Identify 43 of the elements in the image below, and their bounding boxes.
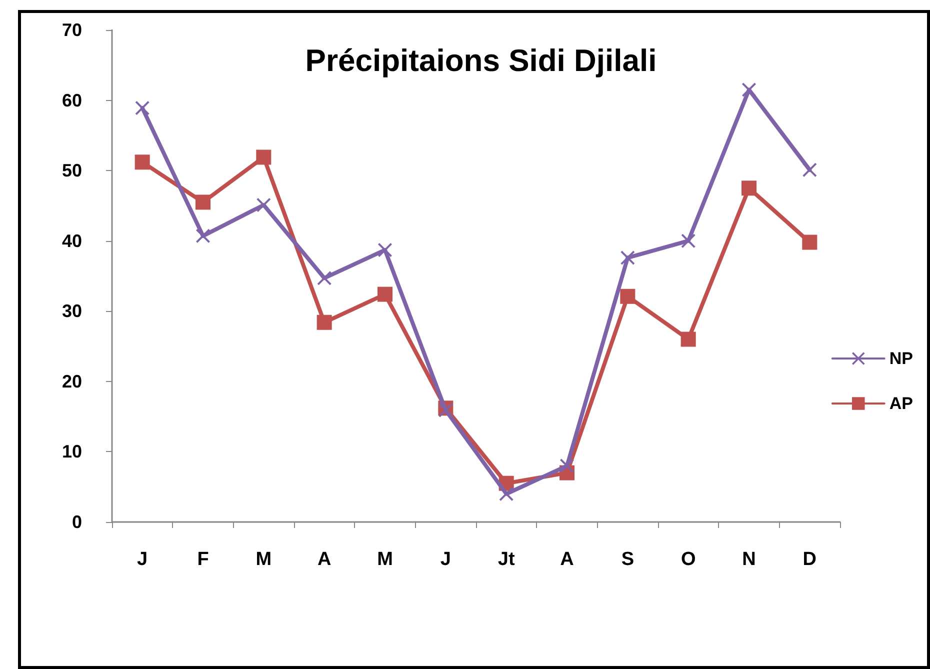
point (802, 234, 818, 250)
chart-title: Précipitaions Sidi Djilali (305, 43, 657, 78)
point (620, 250, 635, 265)
x-tick-label: N (742, 549, 756, 570)
point (560, 458, 574, 473)
point (742, 180, 756, 196)
x-tick-label: A (560, 549, 574, 570)
point (316, 314, 332, 330)
x-tick-label: M (377, 549, 393, 570)
point (196, 194, 210, 210)
point (620, 288, 636, 304)
x-tick-label: Jt (498, 549, 516, 570)
y-tick-label: 20 (62, 371, 82, 392)
x-tick-label: F (197, 549, 209, 570)
y-tick-label: 0 (72, 512, 82, 532)
x-tick-label: A (317, 549, 332, 570)
y-tick-label: 70 (62, 20, 82, 40)
legend-label: NP (889, 349, 914, 368)
x-tick-label: J (440, 549, 451, 570)
x-tick-label: O (680, 549, 696, 570)
point (802, 162, 817, 177)
x-tick-label: J (137, 549, 148, 570)
y-tick-label: 30 (62, 301, 82, 322)
y-tick-label: 40 (62, 230, 82, 251)
point (378, 242, 392, 257)
point (256, 150, 272, 165)
point (378, 286, 392, 302)
point (134, 154, 150, 170)
legend-label: AP (889, 394, 914, 413)
y-tick-label: 50 (62, 160, 82, 181)
point (317, 271, 332, 286)
x-tick-label: D (802, 549, 817, 570)
point (680, 332, 696, 347)
point (742, 82, 756, 97)
point (499, 486, 514, 501)
y-tick-label: 10 (62, 442, 82, 462)
y-tick-label: 60 (62, 90, 82, 110)
point (681, 234, 696, 248)
x-tick-label: M (256, 549, 272, 570)
point (135, 101, 150, 116)
x-tick-label: S (621, 549, 634, 570)
point (196, 228, 210, 243)
point (256, 198, 271, 212)
